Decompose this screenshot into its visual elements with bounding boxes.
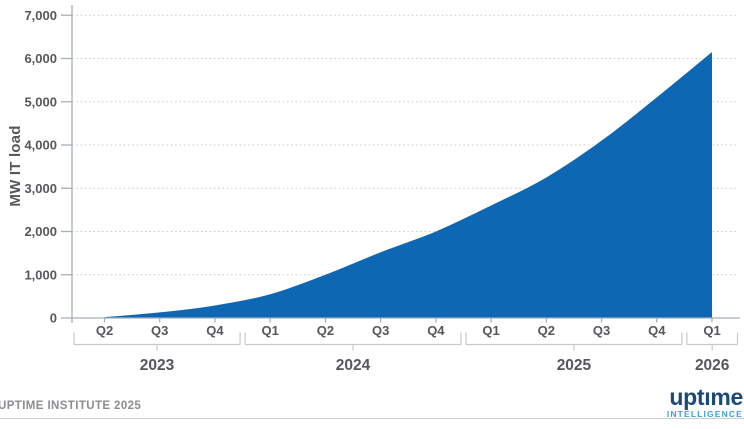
y-axis-tick-label: 7,000 [24, 8, 57, 23]
year-label: 2026 [695, 357, 730, 374]
year-label: 2024 [336, 357, 371, 374]
quarter-label: Q3 [593, 323, 610, 338]
y-axis-tick-label: 5,000 [24, 94, 57, 109]
quarter-label: Q3 [151, 323, 168, 338]
quarter-label: Q4 [427, 323, 445, 338]
uptime-intelligence-logo: uptıme INTELLIGENCE [666, 384, 743, 420]
quarter-label: Q1 [262, 323, 279, 338]
y-axis-tick-label: 4,000 [24, 138, 57, 153]
y-axis-tick-label: 1,000 [24, 267, 57, 282]
quarter-label: Q2 [96, 323, 113, 338]
year-label: 2025 [557, 357, 592, 374]
y-axis-tick-label: 0 [50, 311, 57, 326]
quarter-label: Q2 [538, 323, 555, 338]
logo-wordmark: uptıme [669, 384, 743, 410]
footer-credit: UPTIME INSTITUTE 2025 [0, 400, 142, 412]
quarter-label: Q4 [206, 323, 224, 338]
year-label: 2023 [140, 357, 175, 374]
y-axis-tick-label: 2,000 [24, 224, 57, 239]
it-load-area-series [104, 52, 712, 318]
quarter-label: Q3 [372, 323, 389, 338]
footer-divider [0, 418, 744, 419]
quarter-label: Q4 [648, 323, 666, 338]
quarter-label: Q1 [482, 323, 499, 338]
y-axis-tick-label: 6,000 [24, 51, 57, 66]
quarter-label: Q2 [317, 323, 334, 338]
y-axis-tick-label: 3,000 [24, 181, 57, 196]
logo-tagline: INTELLIGENCE [666, 409, 743, 419]
quarter-label: Q1 [703, 323, 720, 338]
y-axis-title: MW IT load [7, 125, 24, 207]
